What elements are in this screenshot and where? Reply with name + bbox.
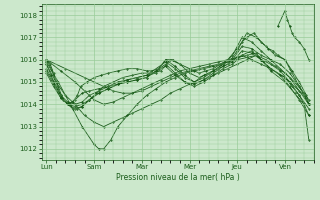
X-axis label: Pression niveau de la mer( hPa ): Pression niveau de la mer( hPa ) — [116, 173, 239, 182]
